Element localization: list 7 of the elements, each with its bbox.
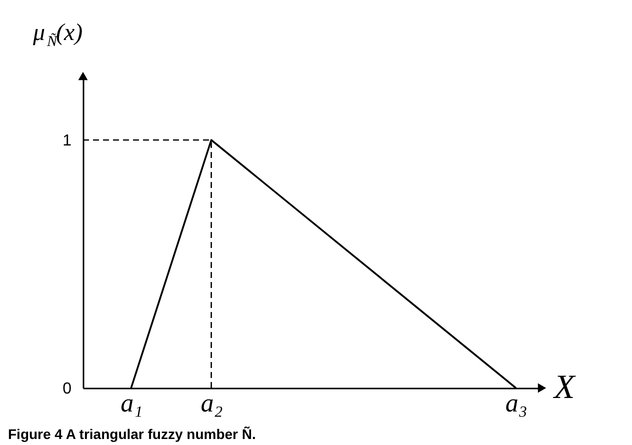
x-axis-title: X: [552, 369, 576, 406]
x-tick-label: a₃: [505, 388, 528, 418]
y-tick-label: 1: [62, 132, 72, 150]
text: Figure 4 A triangular fuzzy number Ñ.: [8, 426, 256, 442]
y-tick-label: 0: [62, 380, 72, 398]
x-tick-label: a₁: [120, 388, 143, 418]
x-tick-label: a₂: [200, 388, 223, 418]
